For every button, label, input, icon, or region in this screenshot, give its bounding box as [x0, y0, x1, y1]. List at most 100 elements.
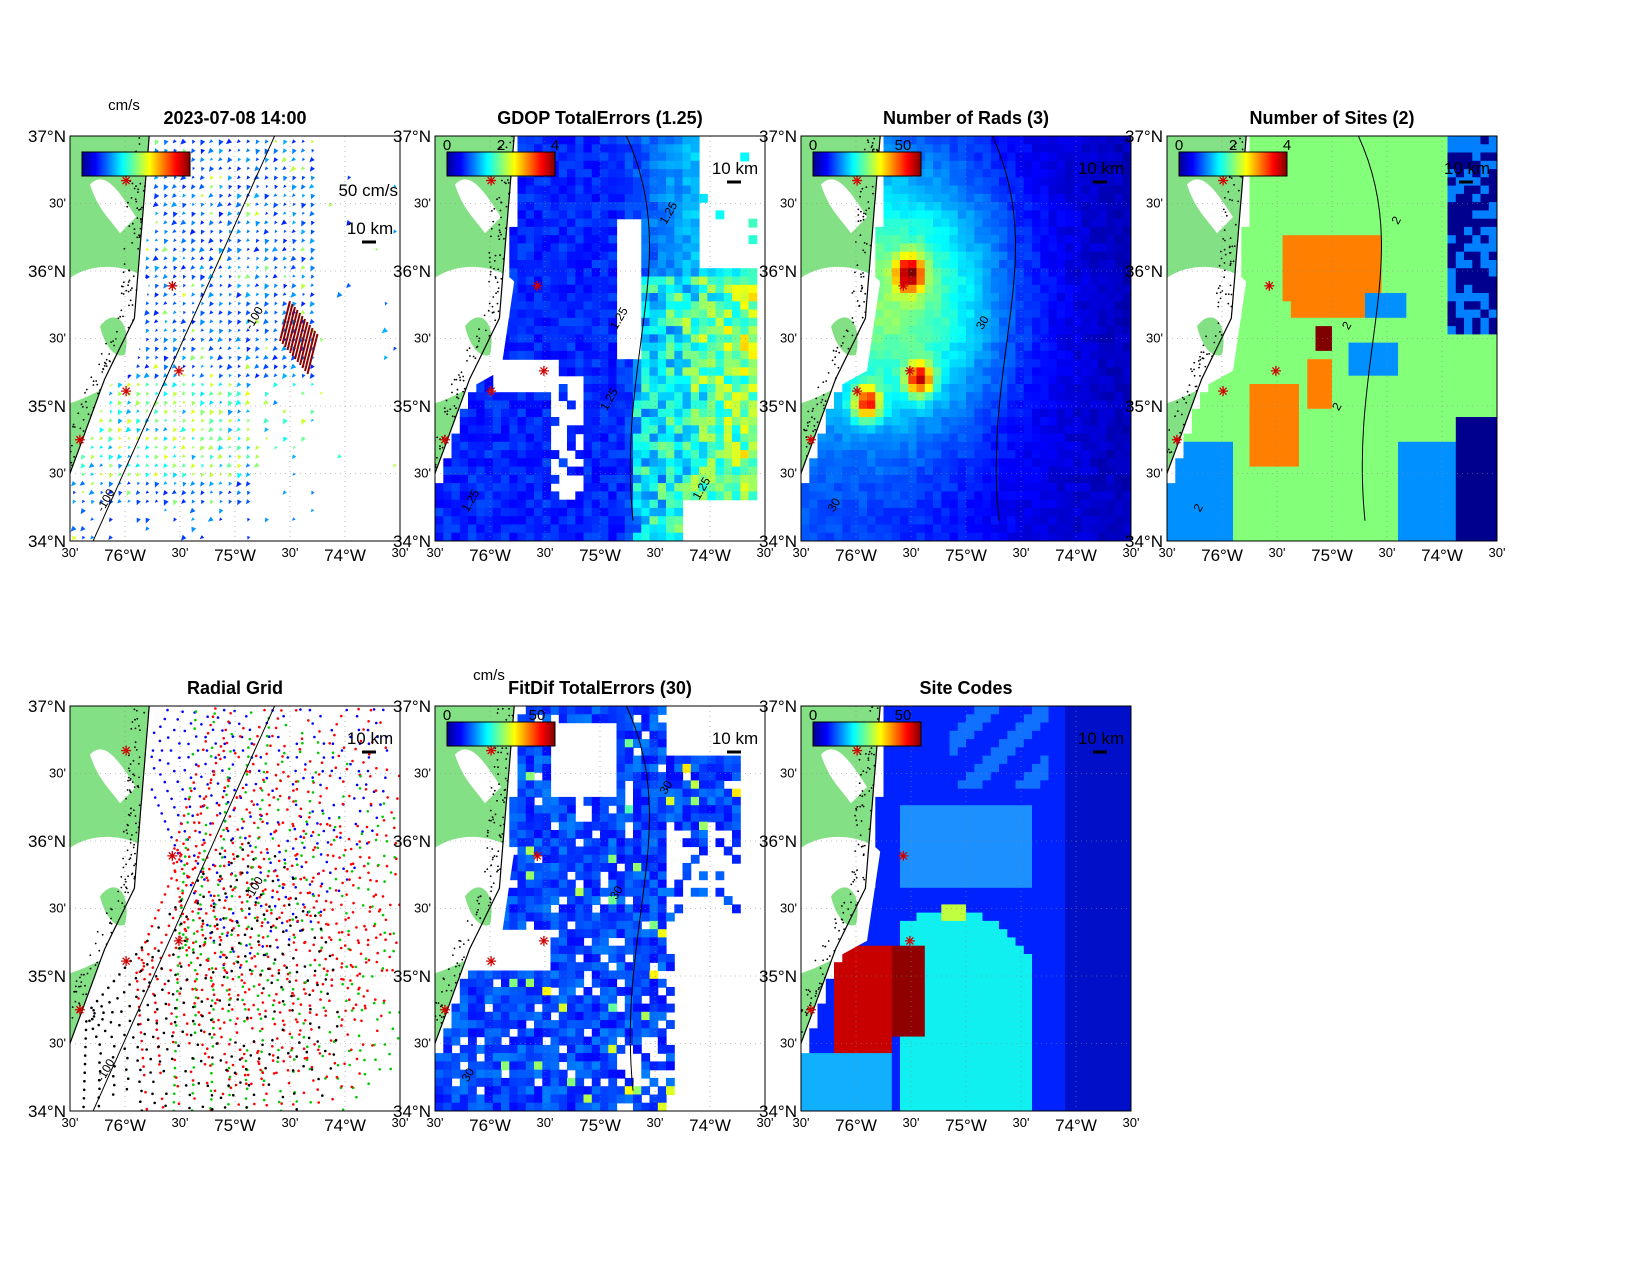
longitude-label: 30' [427, 1115, 444, 1130]
latitude-label: 36°N [393, 262, 431, 281]
longitude-label: 30' [1123, 1115, 1140, 1130]
radar-site-markers [1171, 175, 1281, 445]
coastline [801, 136, 881, 476]
latitude-label: 30' [780, 901, 797, 916]
latitude-label: 30' [780, 766, 797, 781]
colorbar [1178, 151, 1288, 177]
longitude-label: 76°W [835, 1116, 877, 1135]
longitude-label: 75°W [1311, 546, 1353, 565]
colorbar-tick: 50 [895, 137, 912, 154]
colorbar-unit: cm/s [473, 667, 505, 684]
graticule [801, 136, 1131, 541]
colorbar-tick: 50 [529, 707, 546, 724]
latitude-label: 37°N [28, 697, 66, 716]
longitude-label: 30' [793, 1115, 810, 1130]
panel-frame [434, 135, 766, 542]
site-codes-heatmap [801, 706, 1131, 1111]
panel-frame [434, 705, 766, 1112]
radar-site-markers [805, 175, 915, 445]
longitude-label: 30' [282, 545, 299, 560]
longitude-label: 30' [1013, 1115, 1030, 1130]
panel-title: Number of Rads (3) [883, 108, 1049, 128]
longitude-label: 30' [172, 545, 189, 560]
latitude-label: 30' [780, 466, 797, 481]
coastline [435, 136, 515, 476]
land-mass [1167, 136, 1247, 541]
contour-lines [625, 706, 650, 1091]
latitude-label: 34°N [28, 532, 66, 551]
latitude-label: 30' [414, 1036, 431, 1051]
longitude-label: 30' [757, 545, 774, 560]
land-mass [70, 706, 150, 1111]
latitude-label: 37°N [28, 127, 66, 146]
coastline [801, 706, 881, 1046]
latitude-label: 30' [49, 766, 66, 781]
latitude-label: 37°N [1125, 127, 1163, 146]
contour-lines [625, 136, 650, 521]
colorbar-tick: 0 [443, 137, 451, 154]
latitude-label: 37°N [759, 697, 797, 716]
scale-bar-label: 10 km [712, 159, 758, 178]
latitude-label: 30' [1146, 466, 1163, 481]
latitude-label: 30' [780, 331, 797, 346]
panel-title: Radial Grid [187, 678, 283, 698]
latitude-label: 30' [780, 196, 797, 211]
scale-bar-label: 10 km [1078, 159, 1124, 178]
latitude-label: 37°N [393, 127, 431, 146]
latitude-label: 30' [49, 196, 66, 211]
graticule [801, 706, 1131, 1111]
latitude-label: 35°N [393, 967, 431, 986]
latitude-label: 35°N [759, 397, 797, 416]
fitdif-heatmap [435, 706, 741, 1111]
latitude-label: 36°N [1125, 262, 1163, 281]
longitude-label: 30' [757, 1115, 774, 1130]
latitude-label: 36°N [759, 832, 797, 851]
longitude-label: 30' [1379, 545, 1396, 560]
colorbar-tick: 4 [1283, 137, 1291, 154]
latitude-label: 35°N [759, 967, 797, 986]
longitude-label: 74°W [689, 1116, 731, 1135]
latitude-label: 30' [49, 331, 66, 346]
latitude-label: 30' [780, 1036, 797, 1051]
longitude-label: 76°W [1201, 546, 1243, 565]
longitude-label: 30' [392, 1115, 409, 1130]
scale-bar-label: 10 km [1078, 729, 1124, 748]
longitude-label: 30' [62, 545, 79, 560]
latitude-label: 36°N [759, 262, 797, 281]
latitude-label: 35°N [393, 397, 431, 416]
panel-frame [69, 135, 401, 542]
colorbar-unit: cm/s [108, 97, 140, 114]
sites-heatmap [1167, 136, 1497, 541]
colorbar [446, 721, 556, 747]
latitude-label: 30' [414, 466, 431, 481]
longitude-label: 74°W [1055, 1116, 1097, 1135]
panel-title: Number of Sites (2) [1249, 108, 1414, 128]
isobath-contour [92, 706, 276, 1111]
graticule [70, 136, 400, 541]
graticule [435, 136, 765, 541]
longitude-label: 76°W [469, 1116, 511, 1135]
colorbar [81, 151, 191, 177]
longitude-label: 30' [172, 1115, 189, 1130]
latitude-label: 37°N [393, 697, 431, 716]
latitude-label: 34°N [393, 532, 431, 551]
scale-bar-label: 10 km [347, 219, 393, 238]
contour-label: 30 [973, 313, 992, 332]
longitude-label: 75°W [945, 546, 987, 565]
latitude-label: 30' [414, 766, 431, 781]
colorbar-tick: 0 [809, 707, 817, 724]
longitude-label: 30' [1269, 545, 1286, 560]
longitude-label: 30' [392, 545, 409, 560]
radar-site-markers [439, 175, 549, 445]
longitude-label: 30' [647, 545, 664, 560]
panel-title: GDOP TotalErrors (1.25) [497, 108, 702, 128]
longitude-label: 30' [1159, 545, 1176, 560]
latitude-label: 37°N [759, 127, 797, 146]
contour-label: 30 [607, 883, 626, 902]
panel-frame [800, 135, 1132, 542]
colorbar-tick: 0 [809, 137, 817, 154]
graticule [70, 706, 400, 1111]
